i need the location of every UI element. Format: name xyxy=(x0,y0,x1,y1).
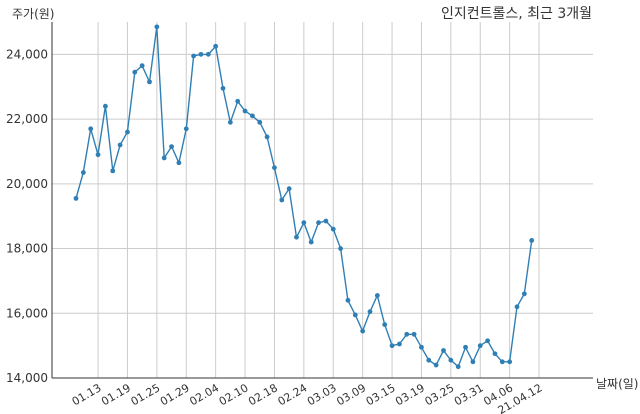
data-point xyxy=(397,341,402,347)
data-point xyxy=(183,126,189,132)
data-point xyxy=(286,186,292,192)
x-tick-label: 03.09 xyxy=(334,381,368,408)
data-point xyxy=(499,359,505,365)
x-tick-label: 01.19 xyxy=(99,381,133,408)
data-point xyxy=(330,226,336,232)
data-point xyxy=(485,338,490,344)
data-point xyxy=(132,69,138,75)
x-tick-label: 01.29 xyxy=(158,381,192,408)
data-point xyxy=(154,24,160,30)
data-point xyxy=(125,129,130,135)
x-tick-label: 02.24 xyxy=(276,381,310,408)
data-point xyxy=(250,113,255,119)
data-point xyxy=(316,220,321,226)
data-point xyxy=(514,304,520,310)
y-tick-label: 16,000 xyxy=(6,306,48,320)
data-point xyxy=(301,220,307,226)
y-axis-label: 주가(원) xyxy=(12,7,54,21)
data-point xyxy=(294,234,299,240)
y-tick-labels: 14,000 16,000 18,000 20,000 22,000 24,000 xyxy=(6,47,48,385)
data-point xyxy=(139,63,145,69)
grid-lines xyxy=(52,22,593,379)
x-tick-label: 02.10 xyxy=(217,381,251,408)
x-tick-label: 03.15 xyxy=(364,381,398,408)
data-point xyxy=(360,328,366,334)
data-point xyxy=(382,322,388,327)
data-point xyxy=(477,343,483,349)
data-point xyxy=(433,362,439,368)
data-point xyxy=(110,168,116,174)
data-point xyxy=(441,348,446,353)
data-point xyxy=(213,43,219,49)
data-point xyxy=(455,364,461,370)
data-point xyxy=(103,103,108,109)
x-tick-label: 01.25 xyxy=(129,381,163,408)
data-point xyxy=(198,51,204,57)
x-tick-labels: 01.1301.1901.2501.2902.0402.1002.1802.24… xyxy=(70,381,545,414)
data-point xyxy=(279,197,285,203)
data-point xyxy=(227,119,233,125)
x-tick-label: 02.04 xyxy=(187,381,221,408)
data-point xyxy=(426,357,432,363)
axes xyxy=(51,22,593,379)
data-point xyxy=(470,359,476,365)
data-point xyxy=(507,359,513,365)
x-tick-label: 03.03 xyxy=(305,381,339,408)
data-point xyxy=(80,170,86,175)
data-point xyxy=(448,357,454,363)
data-point xyxy=(220,85,226,91)
x-tick-label: 03.19 xyxy=(393,381,427,408)
x-tick-label: 03.25 xyxy=(423,381,457,408)
data-point xyxy=(367,309,373,315)
data-point xyxy=(308,239,314,245)
y-tick-label: 20,000 xyxy=(6,177,48,191)
data-point xyxy=(521,291,527,297)
data-point xyxy=(323,218,329,224)
data-point xyxy=(235,98,241,104)
data-point xyxy=(492,351,498,357)
data-point xyxy=(205,51,211,57)
data-point xyxy=(147,79,152,85)
y-tick-label: 18,000 xyxy=(6,242,48,256)
data-point xyxy=(176,160,182,166)
data-point xyxy=(529,238,535,243)
data-point xyxy=(169,144,174,150)
x-tick-label: 01.13 xyxy=(70,381,104,408)
x-axis-label: 날짜(일) xyxy=(596,377,638,391)
chart-title: 인지컨트롤스, 최근 3개월 xyxy=(441,6,592,22)
data-point xyxy=(345,297,351,303)
y-tick-label: 22,000 xyxy=(6,112,48,126)
data-point xyxy=(264,134,270,140)
data-point xyxy=(374,293,380,298)
data-point xyxy=(338,246,343,251)
data-point xyxy=(404,331,410,337)
data-point xyxy=(389,343,395,349)
data-point xyxy=(463,344,468,350)
data-point xyxy=(419,344,424,350)
x-tick-label: 03.31 xyxy=(452,381,486,408)
data-point xyxy=(272,165,277,171)
y-tick-label: 24,000 xyxy=(6,47,48,61)
x-tick-label: 02.18 xyxy=(246,381,280,408)
data-point xyxy=(242,108,248,114)
data-point xyxy=(73,195,79,201)
data-point xyxy=(88,126,94,132)
data-point xyxy=(257,119,263,125)
data-point xyxy=(117,142,123,148)
data-point xyxy=(161,155,167,161)
data-point xyxy=(191,53,197,59)
data-points xyxy=(73,24,535,370)
data-point xyxy=(411,331,417,337)
y-tick-label: 14,000 xyxy=(6,371,48,385)
data-point xyxy=(95,152,101,158)
data-point xyxy=(352,312,358,318)
